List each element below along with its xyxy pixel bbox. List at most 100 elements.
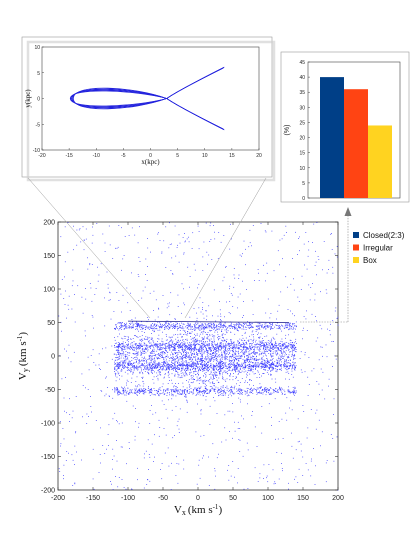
scatter-point xyxy=(127,345,129,347)
scatter-point xyxy=(149,363,151,365)
scatter-point xyxy=(205,356,207,358)
scatter-point xyxy=(67,222,69,223)
scatter-point xyxy=(168,365,170,367)
scatter-point xyxy=(178,345,180,347)
scatter-point xyxy=(267,326,269,328)
scatter-point xyxy=(231,395,232,397)
scatter-point xyxy=(285,325,287,327)
scatter-point xyxy=(184,369,185,371)
scatter-point xyxy=(245,342,247,343)
scatter-point xyxy=(161,355,163,357)
scatter-point xyxy=(216,361,218,363)
scatter-point xyxy=(213,339,215,341)
scatter-point xyxy=(234,357,235,358)
scatter-point xyxy=(285,378,286,380)
scatter-point xyxy=(133,367,135,369)
scatter-point xyxy=(215,320,217,322)
scatter-point xyxy=(105,393,107,395)
scatter-point xyxy=(215,363,217,365)
scatter-point xyxy=(123,357,125,359)
scatter-point xyxy=(243,362,244,364)
scatter-point xyxy=(176,344,178,345)
scatter-point xyxy=(328,385,329,387)
orbit-x-tick-label: -10 xyxy=(93,153,100,159)
scatter-point xyxy=(186,238,188,240)
scatter-point xyxy=(314,299,316,301)
scatter-point xyxy=(136,361,137,363)
scatter-point xyxy=(184,368,186,370)
scatter-point xyxy=(205,374,207,375)
scatter-point xyxy=(174,324,176,326)
scatter-point xyxy=(197,361,198,363)
scatter-point xyxy=(285,337,286,339)
scatter-point xyxy=(174,375,176,377)
scatter-point xyxy=(134,389,136,391)
scatter-point xyxy=(145,338,147,340)
scatter-point xyxy=(196,392,198,394)
scatter-point xyxy=(157,391,159,392)
scatter-point xyxy=(134,439,136,441)
scatter-point xyxy=(248,339,250,341)
scatter-point xyxy=(120,344,121,345)
scatter-point xyxy=(214,391,216,392)
scatter-point xyxy=(266,262,268,264)
scatter-point xyxy=(330,233,332,235)
scatter-point xyxy=(119,326,121,327)
scatter-point xyxy=(210,359,212,361)
scatter-point xyxy=(272,469,274,471)
scatter-point xyxy=(233,366,235,368)
scatter-point xyxy=(150,366,152,368)
scatter-point xyxy=(112,468,113,470)
scatter-point xyxy=(130,338,132,340)
scatter-point xyxy=(138,300,140,301)
scatter-point xyxy=(232,379,234,381)
scatter-point xyxy=(232,391,233,393)
scatter-point xyxy=(176,389,178,391)
scatter-point xyxy=(168,336,170,338)
scatter-point xyxy=(285,366,287,367)
scatter-point xyxy=(116,376,118,378)
scatter-point xyxy=(169,346,171,348)
scatter-point xyxy=(134,353,135,355)
scatter-point xyxy=(189,325,191,327)
scatter-point xyxy=(128,360,130,362)
scatter-point xyxy=(313,448,314,449)
scatter-point xyxy=(246,392,248,394)
scatter-point xyxy=(291,350,293,352)
scatter-point xyxy=(242,323,244,325)
legend-swatch xyxy=(353,257,359,263)
scatter-point xyxy=(117,356,119,358)
scatter-point xyxy=(280,345,281,347)
scatter-point xyxy=(284,342,286,344)
scatter-point xyxy=(258,324,260,326)
scatter-point xyxy=(137,366,139,367)
scatter-point xyxy=(266,392,268,393)
scatter-point xyxy=(125,336,127,337)
scatter-point xyxy=(149,367,151,369)
scatter-point xyxy=(172,365,174,367)
scatter-point xyxy=(228,325,230,327)
scatter-point xyxy=(247,359,249,360)
scatter-point xyxy=(216,324,217,326)
scatter-point xyxy=(65,460,67,461)
scatter-point xyxy=(219,324,221,325)
scatter-point xyxy=(225,341,227,343)
scatter-point xyxy=(333,460,335,462)
scatter-point xyxy=(149,363,150,365)
scatter-point xyxy=(276,371,278,373)
scatter-point xyxy=(215,326,217,328)
scatter-point xyxy=(284,359,286,361)
scatter-point xyxy=(144,388,146,390)
scatter-point xyxy=(121,348,123,350)
scatter-point xyxy=(242,389,244,391)
scatter-point xyxy=(159,329,161,331)
scatter-point xyxy=(242,280,243,282)
scatter-point xyxy=(123,255,125,256)
scatter-point xyxy=(171,398,173,400)
scatter-point xyxy=(197,353,198,355)
scatter-point xyxy=(112,389,113,391)
scatter-point xyxy=(83,239,85,241)
scatter-point xyxy=(290,326,292,327)
scatter-point xyxy=(135,344,136,346)
scatter-point xyxy=(213,357,215,358)
